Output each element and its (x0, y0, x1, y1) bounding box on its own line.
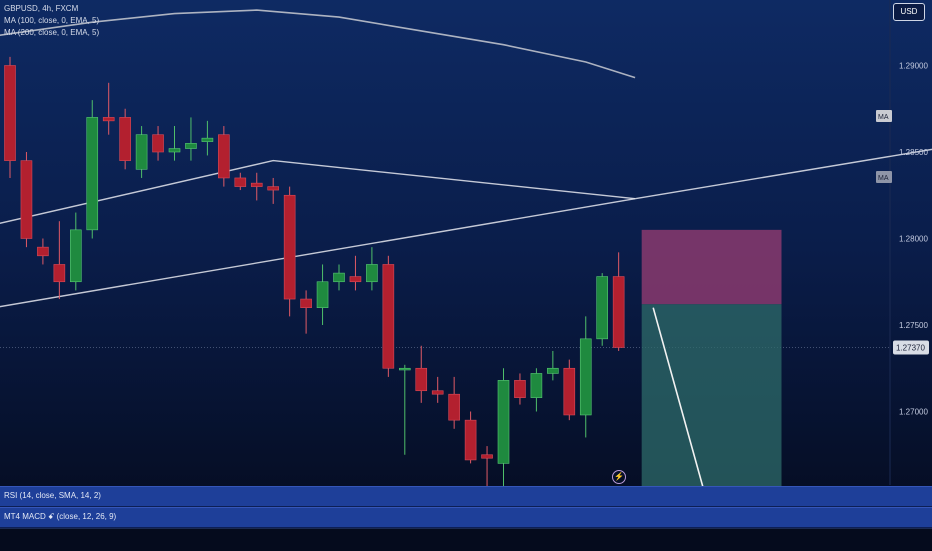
macd-pane[interactable]: MT4 MACD ꗃ (close, 12, 26, 9) (0, 507, 932, 528)
trend-line-2 (0, 148, 932, 308)
current-price-badge[interactable] (893, 340, 929, 355)
price-tick-label: 1.28500 (899, 148, 928, 157)
candle-body[interactable] (168, 148, 181, 153)
candle-body[interactable] (20, 160, 33, 239)
ma-badge-label: MA (878, 175, 889, 182)
macd-label: MT4 MACD ꗃ (close, 12, 26, 9) (4, 512, 117, 521)
candle-body[interactable] (349, 276, 362, 283)
candle-body[interactable] (563, 367, 576, 416)
ma-badge[interactable] (876, 110, 892, 122)
price-tick-label: 1.27000 (899, 408, 928, 417)
candle-body[interactable] (135, 134, 148, 170)
current-price-label: 1.27370 (896, 343, 925, 352)
candle-body[interactable] (530, 373, 543, 398)
candle-body[interactable] (234, 177, 247, 187)
candle-body[interactable] (382, 264, 395, 369)
price-tick-label: 1.27500 (899, 321, 928, 330)
candle-body[interactable] (497, 380, 510, 464)
candle-body[interactable] (514, 380, 526, 398)
candle-body[interactable] (102, 117, 115, 122)
candle-body[interactable] (333, 272, 345, 283)
candle-body[interactable] (398, 367, 411, 371)
currency-button[interactable]: USD (893, 3, 925, 21)
stop-loss-zone[interactable] (641, 229, 782, 305)
event-lightning-icon[interactable]: ⚡ (612, 470, 626, 484)
ma-badge-label: MA (878, 114, 889, 121)
candle-body[interactable] (283, 194, 296, 300)
candle-body[interactable] (481, 454, 493, 459)
rsi-label: RSI (14, close, SMA, 14, 2) (4, 491, 101, 500)
candle-body[interactable] (86, 117, 99, 231)
candle-body[interactable] (448, 393, 460, 421)
candle-body[interactable] (547, 367, 559, 374)
ma100-legend[interactable]: MA (100, close, 0, EMA, 5) (4, 16, 100, 25)
candle-body[interactable] (316, 281, 329, 309)
candle-body[interactable] (152, 134, 164, 153)
candle-body[interactable] (185, 143, 197, 149)
candle-body[interactable] (218, 134, 230, 179)
candle-body[interactable] (300, 298, 312, 308)
candle-body[interactable] (431, 390, 444, 395)
candle-body[interactable] (201, 137, 214, 142)
symbol-legend[interactable]: GBPUSD, 4h, FXCM (4, 4, 79, 13)
candle-body[interactable] (37, 246, 49, 257)
time-axis[interactable] (0, 528, 932, 551)
price-tick-label: 1.28000 (899, 235, 928, 244)
candle-body[interactable] (53, 264, 66, 283)
candle-body[interactable] (119, 117, 131, 161)
candle-body[interactable] (596, 276, 609, 340)
candle-body[interactable] (579, 338, 592, 416)
candle-body[interactable] (612, 276, 625, 348)
ma200-legend[interactable]: MA (200, close, 0, EMA, 5) (4, 28, 100, 37)
candle-body[interactable] (464, 419, 477, 461)
ma-badge[interactable] (876, 171, 892, 183)
candle-body[interactable] (70, 229, 82, 283)
projection-arrow[interactable] (652, 307, 712, 516)
rsi-pane[interactable]: RSI (14, close, SMA, 14, 2) (0, 486, 932, 507)
price-tick-label: 1.29000 (899, 62, 928, 71)
candle-body[interactable] (250, 182, 263, 187)
candle-body[interactable] (415, 367, 428, 392)
candle-body[interactable] (4, 65, 16, 161)
candle-body[interactable] (267, 186, 280, 191)
ma-curve-line (0, 9, 636, 79)
candle-body[interactable] (366, 264, 378, 283)
